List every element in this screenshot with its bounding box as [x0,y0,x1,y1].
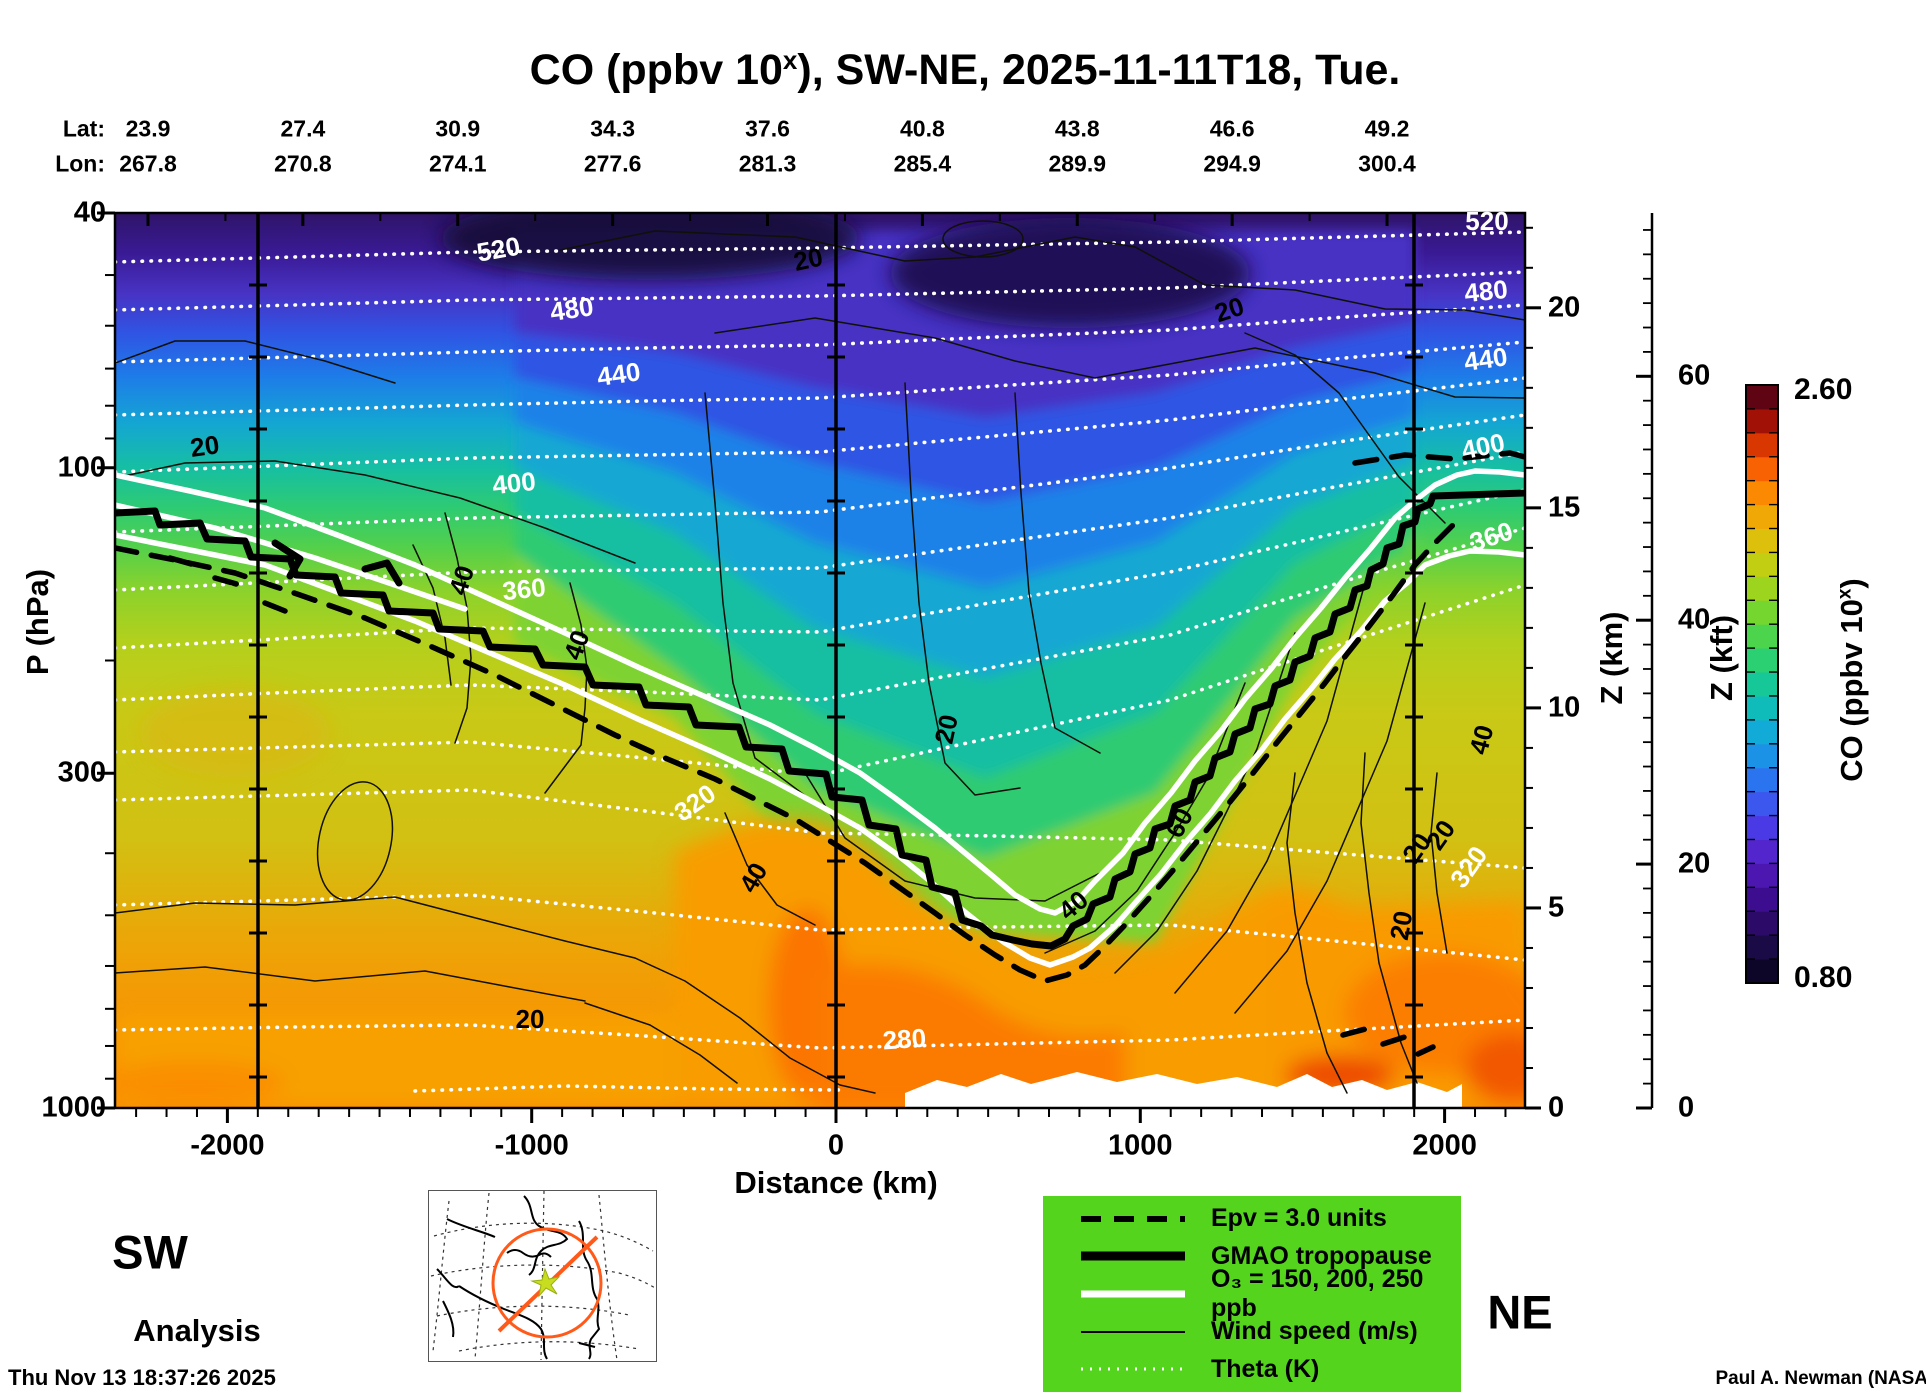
lat-value: 30.9 [435,115,481,142]
theta-contour-label: 520 [474,231,522,268]
colorbar [1745,384,1779,984]
lon-value: 294.9 [1203,150,1261,177]
legend-item-label: Wind speed (m/s) [1211,1317,1418,1346]
plot-title: CO (ppbv 10x), SW-NE, 2025-11-11T18, Tue… [529,44,1401,95]
theta-contour-label: 480 [1463,274,1509,308]
kft-axis-ticks [1636,229,1652,1110]
zkm-axis-label: Z (km) [1594,611,1629,705]
wind-contour-label: 20 [188,429,221,463]
ne-endpoint-label: NE [1487,1285,1553,1339]
wind-contour-label: 20 [516,1004,545,1034]
legend-line-sample-thin-black [1081,1330,1185,1333]
wind-contour-label: 20 [791,242,826,277]
transect-marker-lines [249,213,1423,1108]
zkm-tick-label: 15 [1548,491,1581,524]
legend-item: O₃ = 150, 200, 250 ppb [1043,1265,1461,1322]
theta-contour-label: 480 [548,291,595,327]
tropopause-line [115,489,1525,950]
pressure-axis-label: P (hPa) [20,568,55,676]
colorbar-axis-label: CO (ppbv 10x) [1834,578,1869,782]
theta-contour-label: 520 [1465,206,1508,236]
legend-item: Epv = 3.0 units [1043,1202,1461,1236]
distance-tick-label: -2000 [190,1129,265,1162]
lat-value: 23.9 [125,115,171,142]
lat-value: 40.8 [899,115,945,142]
co-fill-field [115,213,1525,1108]
legend-line-sample-thick-black [1081,1251,1185,1261]
wind-contour-label: 20 [1384,909,1419,943]
map-center-star [530,1267,561,1298]
map-range-circle [491,1227,603,1339]
distance-tick-label: 1000 [1108,1129,1173,1162]
legend-item-label: Epv = 3.0 units [1211,1204,1387,1233]
timestamp: Thu Nov 13 18:37:26 2025 [8,1365,276,1390]
lon-value: 267.8 [119,150,177,177]
distance-tick-label: 0 [827,1129,845,1162]
colorbar-max-label: 2.60 [1794,373,1853,406]
distance-tick-label: -1000 [494,1129,569,1162]
lat-value: 27.4 [280,115,326,142]
legend-line-sample-dot-white [1081,1367,1185,1371]
transect-map-inset [428,1190,657,1362]
credit: Paul A. Newman (NASA [1715,1368,1926,1389]
legend-item: Wind speed (m/s) [1043,1315,1461,1349]
lon-value: 277.6 [583,150,642,177]
zkft-tick-label: 60 [1678,359,1711,392]
theta-contour-label: 440 [1462,341,1509,377]
theta-contour-label: 440 [595,356,642,392]
analysis-label: Analysis [133,1313,261,1348]
lon-value: 285.4 [893,150,952,177]
lon-value: 300.4 [1358,150,1416,177]
lon-value: 289.9 [1048,150,1107,177]
zkft-tick-label: 0 [1678,1091,1695,1124]
pressure-tick-label: 100 [57,451,106,484]
axis-ticks [97,211,1541,1123]
map-graticule [430,1191,655,1360]
legend-line-sample-thick-white [1081,1290,1185,1298]
theta-contour-label: 360 [501,572,547,606]
ozone-contours [115,468,1525,968]
legend: Epv = 3.0 units GMAO tropopause O₃ = 150, … [1043,1196,1461,1392]
sw-endpoint-label: SW [112,1225,188,1279]
legend-item-label: GMAO tropopause [1211,1241,1432,1270]
legend-item-label: O₃ = 150, 200, 250 ppb [1211,1264,1424,1322]
pressure-tick-label: 300 [57,756,106,789]
lon-value: 274.1 [428,150,487,177]
lon-value: 281.3 [738,150,797,177]
theta-contours [115,230,1525,1093]
lon-value: 270.8 [274,150,332,177]
distance-tick-label: 2000 [1412,1129,1477,1162]
legend-item-label: Theta (K) [1211,1354,1320,1383]
surface-white-mask [905,1072,1462,1108]
wind-contour-label: 20 [929,712,964,747]
lat-row-label: Lat: [62,115,105,142]
zkft-tick-label: 20 [1678,847,1711,880]
pressure-tick-label: 40 [73,196,106,229]
lat-value: 49.2 [1364,115,1410,142]
zkm-tick-label: 10 [1548,691,1581,724]
map-coastline [436,1195,601,1360]
distance-axis-label: Distance (km) [734,1165,938,1200]
theta-contour-label: 400 [491,466,537,500]
legend-item: GMAO tropopause [1043,1239,1461,1273]
zkm-tick-label: 20 [1548,291,1581,324]
zkm-tick-label: 5 [1548,891,1565,924]
theta-contour-label: 280 [882,1023,927,1056]
legend-item: Theta (K) [1043,1352,1461,1386]
contour-labels: 2040402040406020202020202040520480440400… [188,206,1516,1055]
zkft-tick-label: 40 [1678,603,1711,636]
legend-line-sample-dash-black [1081,1215,1185,1222]
lat-value: 43.8 [1054,115,1100,142]
lat-value: 34.3 [590,115,636,142]
zkm-tick-label: 0 [1548,1091,1565,1124]
lat-value: 46.6 [1209,115,1255,142]
lat-value: 37.6 [745,115,790,142]
epv-contour [115,450,1525,1057]
colorbar-min-label: 0.80 [1794,961,1853,994]
zkft-axis-label: Z (kft) [1704,614,1739,702]
lon-row-label: Lon: [55,150,105,177]
pressure-tick-label: 1000 [41,1091,106,1124]
